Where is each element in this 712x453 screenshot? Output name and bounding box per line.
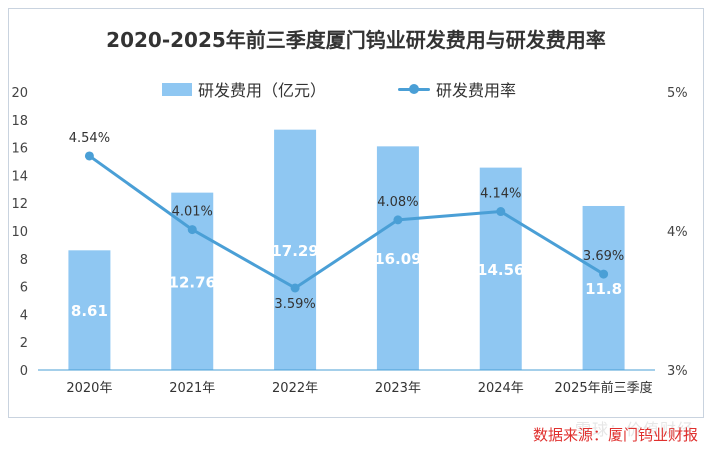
legend-item-bar: 研发费用（亿元） bbox=[162, 77, 326, 101]
y-left-tick-label: 8 bbox=[20, 253, 28, 268]
y-left-tick-label: 16 bbox=[11, 142, 28, 157]
bar bbox=[274, 129, 317, 370]
rate-value-label: 3.59% bbox=[274, 297, 315, 312]
rate-line bbox=[88, 154, 605, 290]
y-left-tick-label: 14 bbox=[11, 169, 28, 184]
rate-point bbox=[599, 269, 609, 279]
bar-value-label: 14.56 bbox=[477, 261, 524, 279]
rate-point bbox=[290, 283, 300, 293]
rate-value-label: 4.54% bbox=[69, 131, 110, 146]
bar bbox=[171, 192, 214, 370]
rate-value-label: 4.01% bbox=[172, 205, 213, 220]
x-tick-label: 2023年 bbox=[375, 381, 421, 396]
legend-item-line: 研发费用率 bbox=[398, 77, 516, 101]
y-left-tick-label: 10 bbox=[11, 225, 28, 240]
legend: 研发费用（亿元） 研发费用率 bbox=[0, 77, 712, 101]
x-tick-label: 2020年 bbox=[66, 381, 112, 396]
legend-label-bar: 研发费用（亿元） bbox=[198, 81, 327, 100]
y-left-tick-label: 20 bbox=[11, 86, 28, 101]
y-right-tick-label: 4% bbox=[667, 225, 688, 240]
y-left-tick-label: 6 bbox=[20, 281, 28, 296]
chart-title: 2020-2025年前三季度厦门钨业研发费用与研发费用率 bbox=[106, 28, 606, 52]
bar bbox=[68, 250, 111, 370]
y-left-tick-label: 0 bbox=[20, 364, 28, 379]
rate-point bbox=[187, 225, 197, 235]
rate-point bbox=[393, 215, 403, 225]
y-left-tick-label: 2 bbox=[20, 336, 28, 351]
rate-value-label: 4.14% bbox=[480, 187, 521, 202]
rate-point bbox=[84, 151, 94, 161]
y-left-tick-label: 18 bbox=[11, 114, 28, 129]
bar-value-label: 8.61 bbox=[71, 302, 108, 320]
bar-value-label: 16.09 bbox=[374, 250, 421, 268]
rate-value-label: 4.08% bbox=[377, 195, 418, 210]
y-left-tick-label: 12 bbox=[11, 197, 28, 212]
bar bbox=[479, 167, 522, 370]
source-note: 数据来源：厦门钨业财报 bbox=[532, 426, 698, 444]
bar-value-label: 12.76 bbox=[169, 273, 216, 291]
legend-bar-swatch bbox=[162, 82, 192, 96]
rate-point bbox=[496, 207, 506, 217]
watermark: 雪球：价值财经 bbox=[574, 420, 694, 439]
x-tick-label: 2025年前三季度 bbox=[555, 380, 653, 396]
bar-value-label: 11.8 bbox=[585, 280, 622, 298]
y-left-tick-label: 4 bbox=[20, 308, 28, 323]
bar bbox=[376, 146, 419, 370]
rate-value-label: 3.69% bbox=[583, 249, 624, 264]
legend-line-swatch bbox=[398, 82, 430, 96]
y-right-tick-label: 5% bbox=[667, 86, 688, 101]
bar bbox=[582, 205, 625, 370]
bar-value-label: 17.29 bbox=[271, 242, 318, 260]
x-tick-label: 2021年 bbox=[169, 381, 215, 396]
x-tick-label: 2022年 bbox=[272, 381, 318, 396]
legend-label-line: 研发费用率 bbox=[436, 81, 517, 100]
x-tick-label: 2024年 bbox=[478, 381, 524, 396]
y-right-tick-label: 3% bbox=[667, 364, 688, 379]
